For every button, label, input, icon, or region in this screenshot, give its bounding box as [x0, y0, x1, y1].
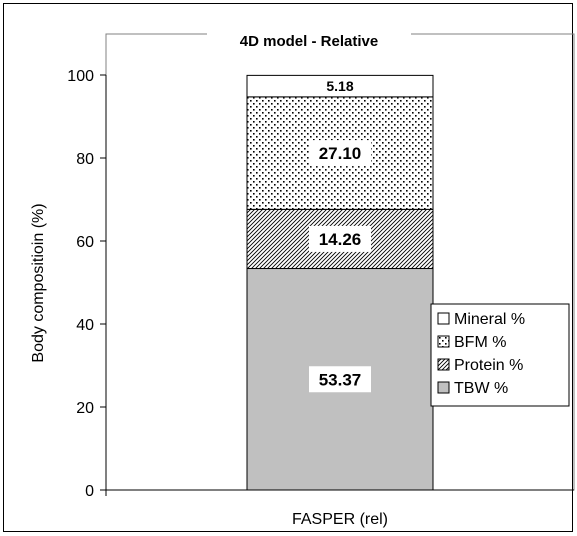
legend-entry: Protein %	[454, 357, 523, 374]
data-label-bg	[317, 78, 363, 95]
y-tick-label: 80	[76, 151, 94, 168]
bar-stack: 53.37 14.26 27.10 5.18	[246, 74, 434, 491]
data-label: 5.18	[326, 78, 353, 94]
y-ticks: 0 20 40 60 80 100	[67, 68, 106, 500]
y-tick-label: 60	[76, 234, 94, 251]
chart-title: 4D model - Relative	[240, 33, 378, 50]
chart-title-bg	[207, 28, 411, 50]
legend-swatch	[437, 381, 450, 394]
y-tick-label: 0	[85, 483, 94, 500]
y-axis-title: Body compositioin (%)	[30, 203, 47, 362]
legend-swatch	[437, 335, 450, 348]
x-category-label: FASPER (rel)	[292, 511, 388, 528]
y-tick-label: 20	[76, 400, 94, 417]
legend-box	[430, 303, 570, 407]
legend: Mineral % BFM % Protein % TBW %	[437, 311, 525, 397]
legend-swatch	[437, 312, 450, 325]
y-tick-label: 40	[76, 317, 94, 334]
data-label-bg	[309, 140, 371, 167]
y-tick-label: 100	[67, 68, 94, 85]
legend-entry: Mineral %	[454, 311, 525, 328]
legend-entry: BFM %	[454, 334, 506, 351]
legend-entry: TBW %	[454, 380, 508, 397]
data-label: 14.26	[319, 230, 362, 249]
data-label-bg	[309, 225, 371, 252]
data-label: 53.37	[319, 370, 362, 389]
data-label-bg	[309, 366, 371, 393]
data-label: 27.10	[319, 144, 362, 163]
legend-swatch	[437, 358, 450, 371]
